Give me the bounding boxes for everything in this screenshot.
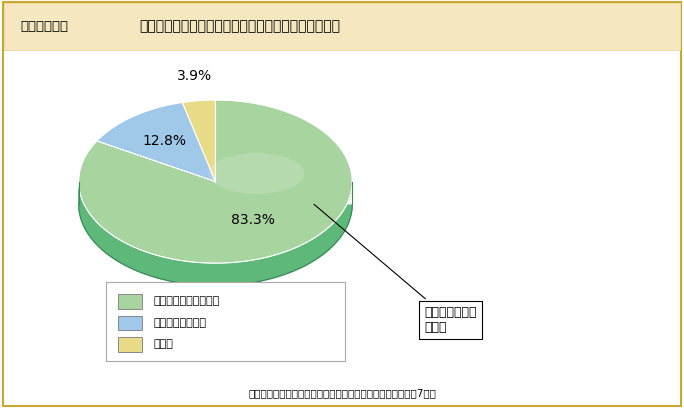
Polygon shape [79,100,352,263]
FancyBboxPatch shape [3,2,681,51]
Text: 図２－４－３: 図２－４－３ [21,20,68,33]
FancyBboxPatch shape [118,316,142,330]
FancyBboxPatch shape [118,337,142,352]
Text: その他: その他 [154,339,174,349]
Text: 焼死等によるもの: 焼死等によるもの [154,318,207,328]
Polygon shape [97,102,215,182]
Text: 83.3%: 83.3% [231,213,275,227]
Polygon shape [79,182,352,286]
Text: 建物倒壊による
圧死等: 建物倒壊による 圧死等 [314,204,477,334]
Text: 建物倒壊等によるもの: 建物倒壊等によるもの [154,296,220,306]
Text: 12.8%: 12.8% [142,134,186,148]
Text: 出典：「神戸市内における検死統計」（兵庫県監察医，平成7年）: 出典：「神戸市内における検死統計」（兵庫県監察医，平成7年） [248,388,436,398]
FancyBboxPatch shape [118,294,142,308]
Polygon shape [182,100,215,182]
Text: 3.9%: 3.9% [177,69,212,83]
Text: 阪神・淡路大震災における犠牲者（神戸市内）の死因: 阪神・淡路大震災における犠牲者（神戸市内）の死因 [139,20,340,33]
Ellipse shape [209,153,304,194]
